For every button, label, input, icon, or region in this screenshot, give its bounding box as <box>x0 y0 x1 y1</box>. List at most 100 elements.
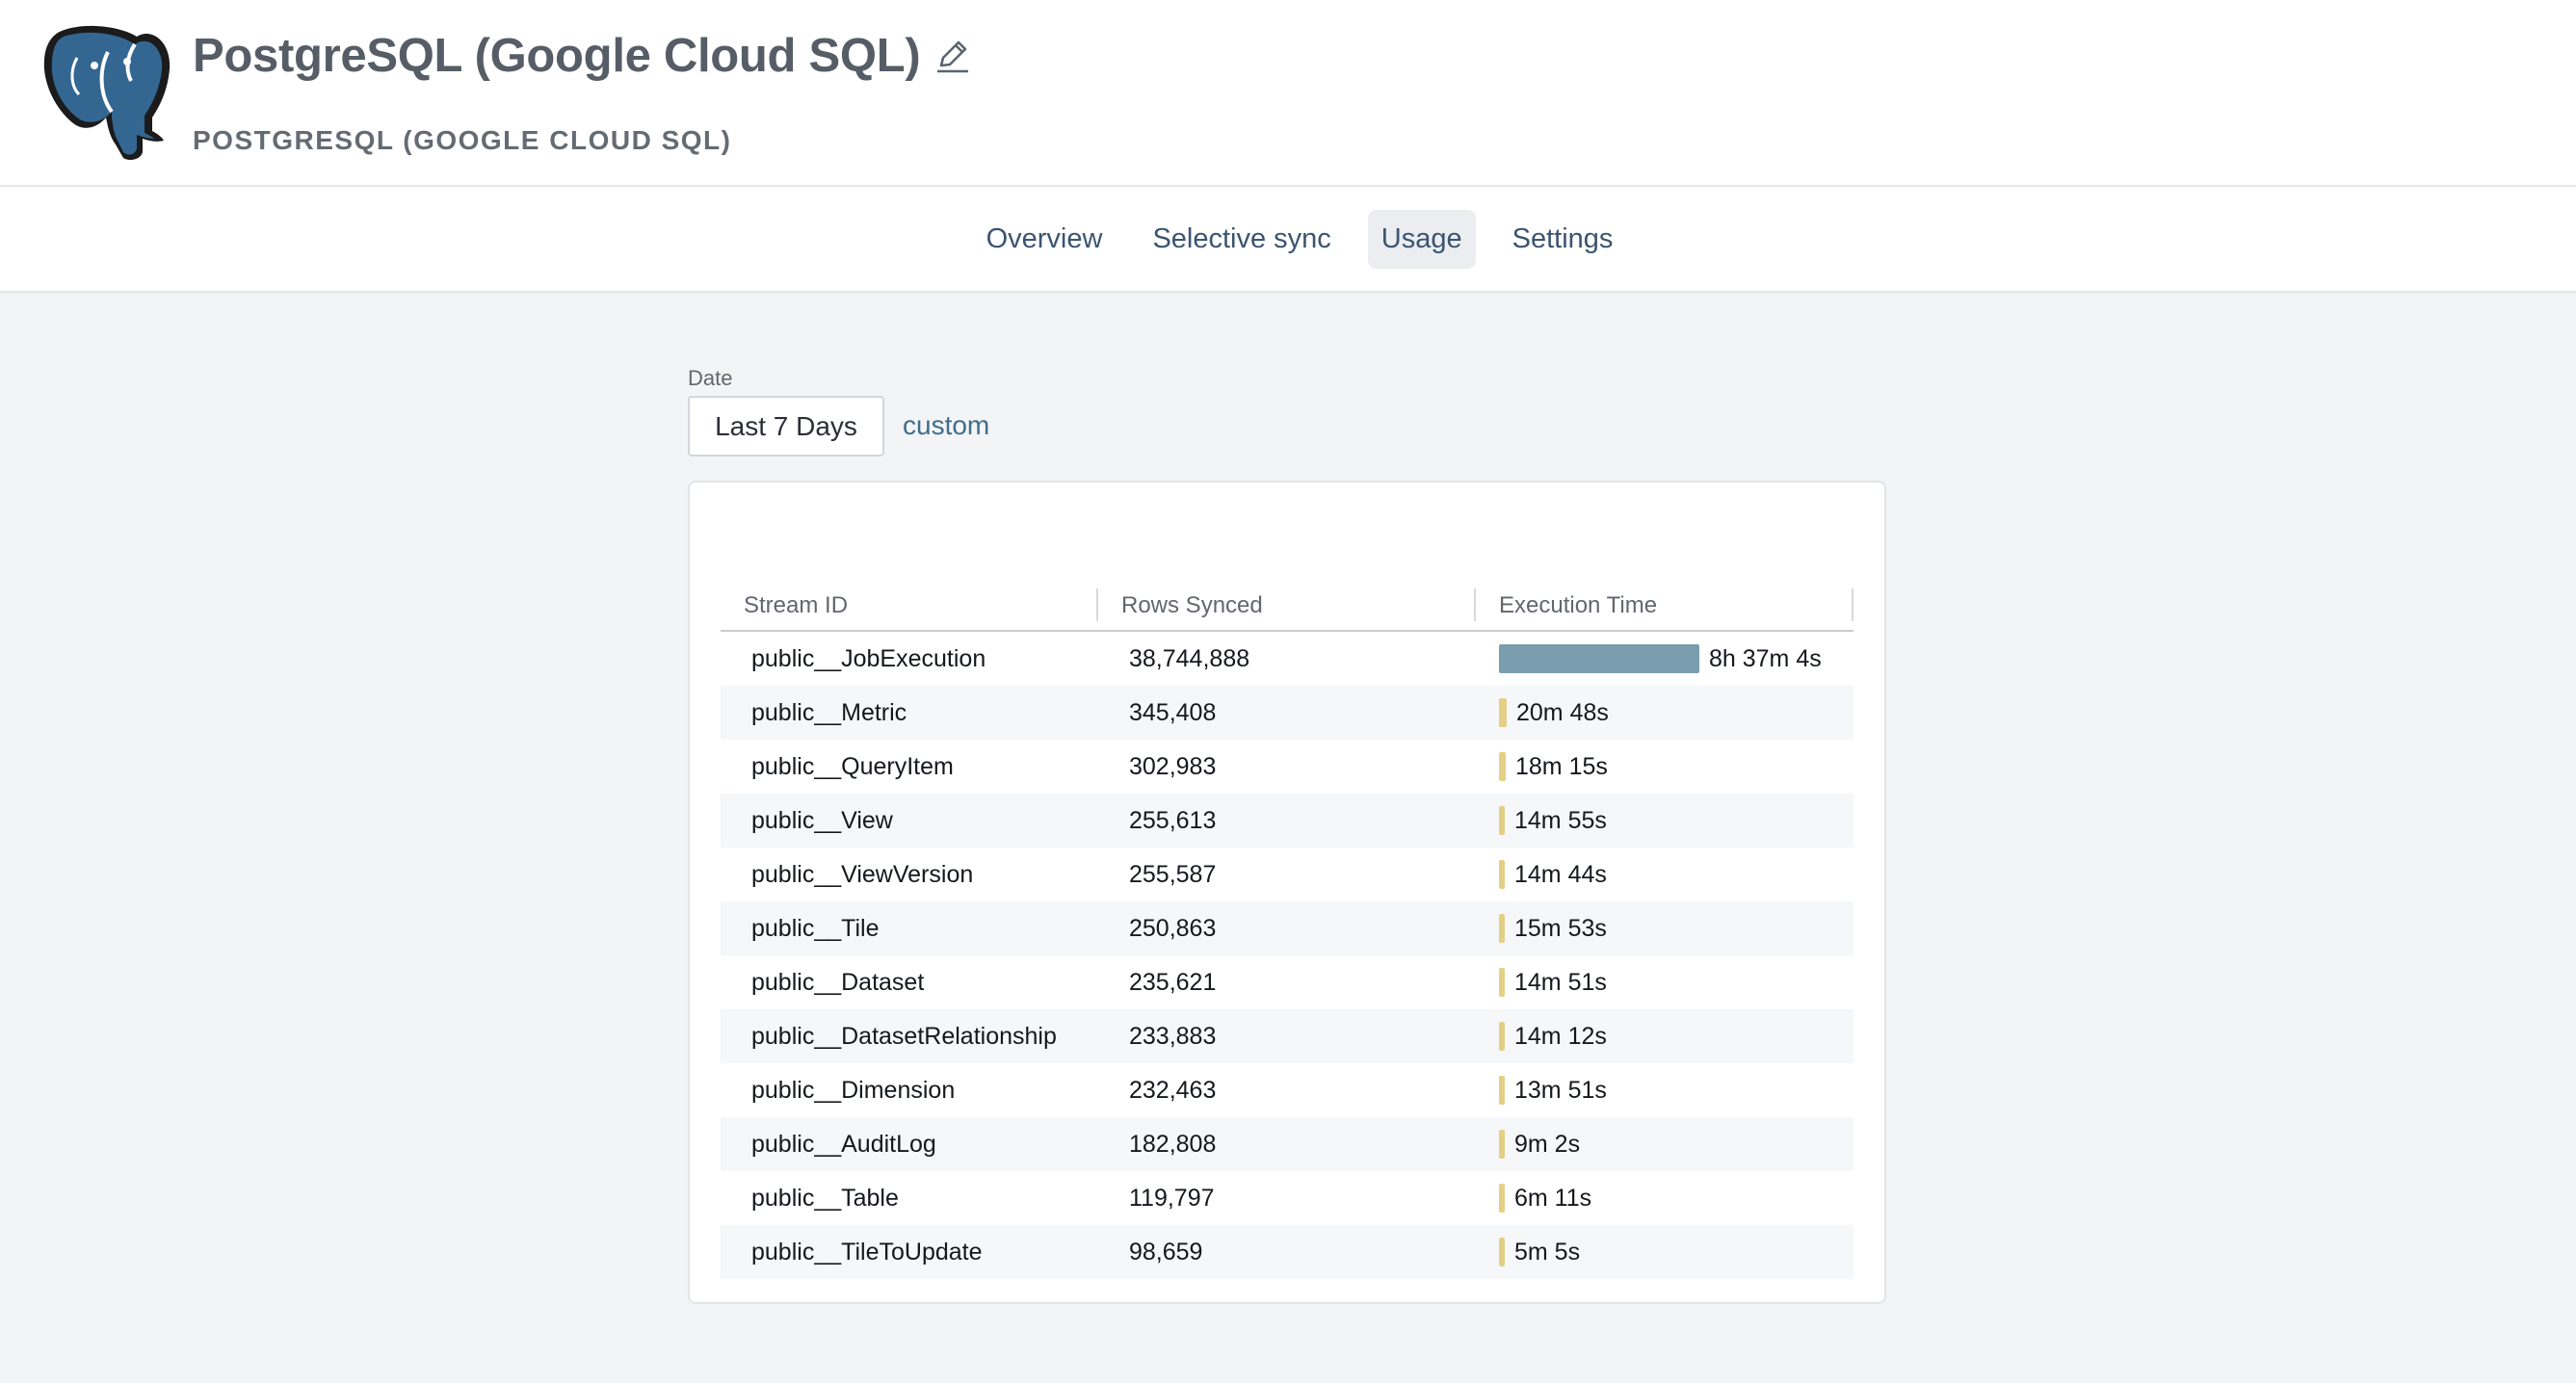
execution-time-cell: 14m 44s <box>1476 848 1853 901</box>
column-header-rows-synced[interactable]: Rows Synced <box>1098 581 1476 632</box>
usage-table: Stream ID Rows Synced Execution Time pub… <box>721 581 1853 1279</box>
table-row: public__Dimension 232,463 13m 51s <box>721 1063 1853 1117</box>
execution-time-bar <box>1499 1076 1505 1105</box>
tab-bar: Overview Selective sync Usage Settings <box>0 187 2576 293</box>
execution-time-label: 6m 11s <box>1514 1184 1592 1212</box>
column-header-execution-time[interactable]: Execution Time <box>1476 581 1853 632</box>
tab-overview[interactable]: Overview <box>986 222 1103 254</box>
execution-time-label: 14m 51s <box>1514 968 1607 996</box>
execution-time-cell: 13m 51s <box>1476 1063 1853 1117</box>
execution-time-label: 9m 2s <box>1514 1130 1581 1158</box>
column-header-label: Execution Time <box>1499 591 1658 618</box>
execution-time-cell: 14m 12s <box>1476 1009 1853 1063</box>
page-header: PostgreSQL (Google Cloud SQL) POSTGRESQL… <box>0 0 2576 187</box>
table-row: public__Table 119,797 6m 11s <box>721 1171 1853 1225</box>
execution-time-wrapper: 9m 2s <box>1499 1117 1853 1171</box>
tab-selective-sync[interactable]: Selective sync <box>1152 222 1331 254</box>
execution-time-bar <box>1499 644 1699 673</box>
rows-synced-cell: 38,744,888 <box>1129 644 1250 672</box>
execution-time-cell: 15m 53s <box>1476 901 1853 955</box>
rows-synced-cell: 250,863 <box>1098 901 1476 955</box>
column-header-label: Rows Synced <box>1121 591 1263 618</box>
table-row: public__TileToUpdate 98,659 5m 5s <box>721 1225 1853 1279</box>
date-filter-label: Date <box>688 366 733 390</box>
execution-time-wrapper: 14m 12s <box>1499 1009 1853 1063</box>
execution-time-label: 14m 55s <box>1514 806 1607 834</box>
table-row: public__Tile 250,863 15m 53s <box>721 901 1853 955</box>
execution-time-cell: 18m 15s <box>1476 740 1853 794</box>
execution-time-cell: 6m 11s <box>1476 1171 1853 1225</box>
stream-id-cell: public__Table <box>751 1184 899 1212</box>
table-row: public__AuditLog 182,808 9m 2s <box>721 1117 1853 1171</box>
execution-time-wrapper: 15m 53s <box>1499 901 1853 955</box>
table-row: public__Dataset 235,621 14m 51s <box>721 955 1853 1009</box>
execution-time-bar <box>1499 914 1505 943</box>
table-row: public__View 255,613 14m 55s <box>721 794 1853 848</box>
date-range-button[interactable]: Last 7 Days <box>688 396 884 457</box>
column-divider <box>1096 588 1098 621</box>
table-row: public__Metric 345,408 20m 48s <box>721 686 1853 740</box>
execution-time-cell: 9m 2s <box>1476 1117 1853 1171</box>
execution-time-wrapper: 18m 15s <box>1499 740 1853 794</box>
page-title: PostgreSQL (Google Cloud SQL) <box>193 30 921 82</box>
execution-time-bar <box>1499 1238 1505 1266</box>
tab-settings[interactable]: Settings <box>1511 222 1614 254</box>
execution-time-label: 5m 5s <box>1514 1238 1581 1266</box>
stream-id-cell: public__View <box>721 794 1098 848</box>
execution-time-bar <box>1499 752 1506 781</box>
table-row: public__JobExecution 38,744,888 8h 37m 4s <box>721 631 1853 686</box>
connector-type-subtitle: POSTGRESQL (GOOGLE CLOUD SQL) <box>193 125 732 155</box>
stream-id-cell: public__JobExecution <box>751 644 986 672</box>
column-divider <box>1852 588 1853 621</box>
execution-time-cell: 20m 48s <box>1476 686 1853 740</box>
rows-synced-cell: 232,463 <box>1129 1076 1217 1104</box>
execution-time-label: 20m 48s <box>1516 698 1609 726</box>
column-header-stream-id[interactable]: Stream ID <box>721 581 1098 632</box>
rows-synced-cell: 345,408 <box>1098 686 1476 740</box>
execution-time-cell: 14m 51s <box>1476 955 1853 1009</box>
execution-time-label: 13m 51s <box>1514 1076 1607 1104</box>
stream-id-cell: public__Metric <box>721 686 1098 740</box>
table-header-row: Stream ID Rows Synced Execution Time <box>721 581 1853 632</box>
execution-time-wrapper: 14m 55s <box>1499 794 1853 848</box>
execution-time-wrapper: 14m 51s <box>1499 955 1853 1009</box>
execution-time-wrapper: 5m 5s <box>1499 1225 1853 1279</box>
stream-id-cell: public__AuditLog <box>721 1117 1098 1171</box>
rows-synced-cell: 302,983 <box>1129 752 1217 780</box>
pencil-icon[interactable] <box>933 37 972 75</box>
execution-time-bar <box>1499 968 1505 997</box>
execution-time-cell: 14m 55s <box>1476 794 1853 848</box>
stream-id-cell: public__ViewVersion <box>751 860 974 888</box>
rows-synced-cell: 119,797 <box>1129 1184 1215 1212</box>
rows-synced-cell: 98,659 <box>1098 1225 1476 1279</box>
custom-date-link[interactable]: custom <box>903 410 990 440</box>
execution-time-bar <box>1499 1130 1505 1159</box>
column-header-label: Stream ID <box>744 591 849 618</box>
execution-time-label: 14m 44s <box>1514 860 1607 888</box>
usage-card: Stream ID Rows Synced Execution Time pub… <box>688 481 1886 1304</box>
rows-synced-cell: 233,883 <box>1098 1009 1476 1063</box>
stream-id-cell: public__Dataset <box>751 968 925 996</box>
execution-time-wrapper: 6m 11s <box>1499 1171 1853 1225</box>
execution-time-bar <box>1499 1022 1505 1051</box>
tab-usage[interactable]: Usage <box>1367 209 1476 269</box>
execution-time-bar <box>1499 860 1505 889</box>
execution-time-wrapper: 8h 37m 4s <box>1499 632 1853 686</box>
execution-time-wrapper: 14m 44s <box>1499 848 1853 901</box>
column-divider <box>1474 588 1476 621</box>
rows-synced-cell: 255,613 <box>1098 794 1476 848</box>
table-row: public__ViewVersion 255,587 14m 44s <box>721 848 1853 901</box>
execution-time-label: 18m 15s <box>1515 752 1608 780</box>
rows-synced-cell: 182,808 <box>1098 1117 1476 1171</box>
stream-id-cell: public__QueryItem <box>751 752 954 780</box>
execution-time-label: 8h 37m 4s <box>1709 644 1822 672</box>
execution-time-cell: 8h 37m 4s <box>1476 631 1853 686</box>
execution-time-cell: 5m 5s <box>1476 1225 1853 1279</box>
stream-id-cell: public__Dimension <box>751 1076 956 1104</box>
execution-time-bar <box>1499 806 1505 835</box>
execution-time-wrapper: 13m 51s <box>1499 1063 1853 1117</box>
table-row: public__DatasetRelationship 233,883 14m 12… <box>721 1009 1853 1063</box>
execution-time-wrapper: 20m 48s <box>1499 686 1853 740</box>
stream-id-cell: public__Tile <box>721 901 1098 955</box>
execution-time-bar <box>1499 698 1507 727</box>
